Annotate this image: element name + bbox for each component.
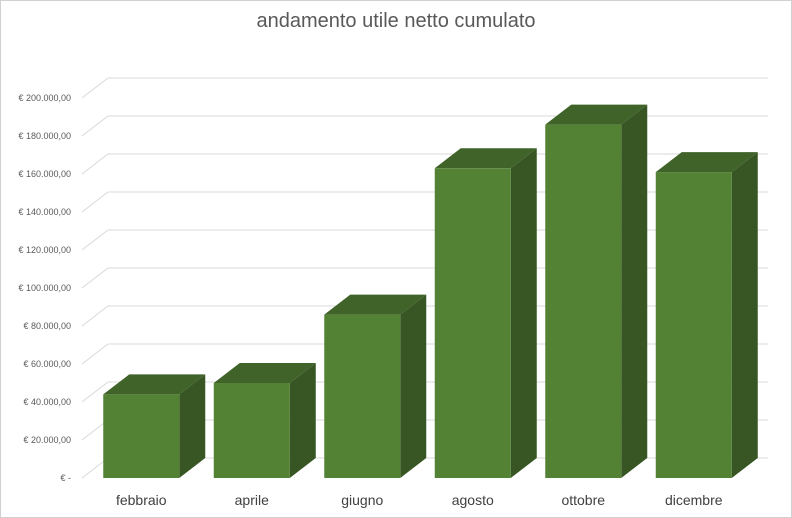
- bar-giugno: [324, 314, 401, 478]
- x-tick-label: agosto: [452, 492, 494, 508]
- y-tick-label: € 180.000,00: [18, 131, 71, 141]
- x-tick-label: ottobre: [561, 492, 605, 508]
- bar-ottobre: [545, 124, 622, 478]
- bar-side-dicembre: [731, 152, 758, 478]
- y-tick-label: € 140.000,00: [18, 207, 71, 217]
- bar-top-giugno: [324, 294, 427, 315]
- gridline-floor: [81, 267, 109, 289]
- y-tick-label: € 120.000,00: [18, 245, 71, 255]
- gridline-floor: [81, 77, 109, 99]
- bar-side-agosto: [510, 148, 537, 479]
- x-axis-ticks: febbraio aprile giugno agosto ottobre dicembr…: [116, 492, 723, 508]
- gridline-floor: [81, 305, 109, 327]
- gridline-floor: [81, 115, 109, 137]
- bar-side-febbraio: [179, 374, 206, 478]
- gridline-floor: [81, 153, 109, 175]
- gridline-floor: [81, 229, 109, 251]
- y-tick-label: € 160.000,00: [18, 169, 71, 179]
- y-tick-label: € 20.000,00: [23, 435, 71, 445]
- x-tick-label: aprile: [235, 492, 269, 508]
- bar-top-agosto: [434, 148, 537, 169]
- bar-aprile: [213, 383, 290, 478]
- chart-title: andamento utile netto cumulato: [256, 10, 536, 32]
- gridline-floor: [81, 191, 109, 213]
- bar-top-aprile: [213, 363, 316, 383]
- y-tick-label: € 200.000,00: [18, 93, 71, 103]
- bars: [103, 104, 758, 479]
- y-tick-label: € 80.000,00: [23, 321, 71, 331]
- y-tick-label: € -: [60, 473, 71, 483]
- bar-dicembre: [655, 172, 732, 478]
- y-tick-label: € 100.000,00: [18, 283, 71, 293]
- bar-top-febbraio: [103, 374, 206, 395]
- bar-top-dicembre: [655, 152, 758, 173]
- bar-side-aprile: [289, 363, 316, 478]
- bar-febbraio: [103, 394, 180, 478]
- gridline-floor: [81, 381, 109, 403]
- x-tick-label: dicembre: [665, 492, 723, 508]
- bar-agosto: [434, 168, 511, 479]
- y-axis-ticks: € - € 20.000,00 € 40.000,00 € 60.000,00 € 80…: [18, 93, 71, 483]
- bar-top-ottobre: [545, 104, 648, 125]
- gridline-floor: [81, 343, 109, 365]
- y-tick-label: € 40.000,00: [23, 397, 71, 407]
- y-tick-label: € 60.000,00: [23, 359, 71, 369]
- bar-side-ottobre: [621, 104, 648, 478]
- x-tick-label: giugno: [341, 492, 383, 508]
- bar-side-giugno: [400, 294, 427, 478]
- x-tick-label: febbraio: [116, 492, 167, 508]
